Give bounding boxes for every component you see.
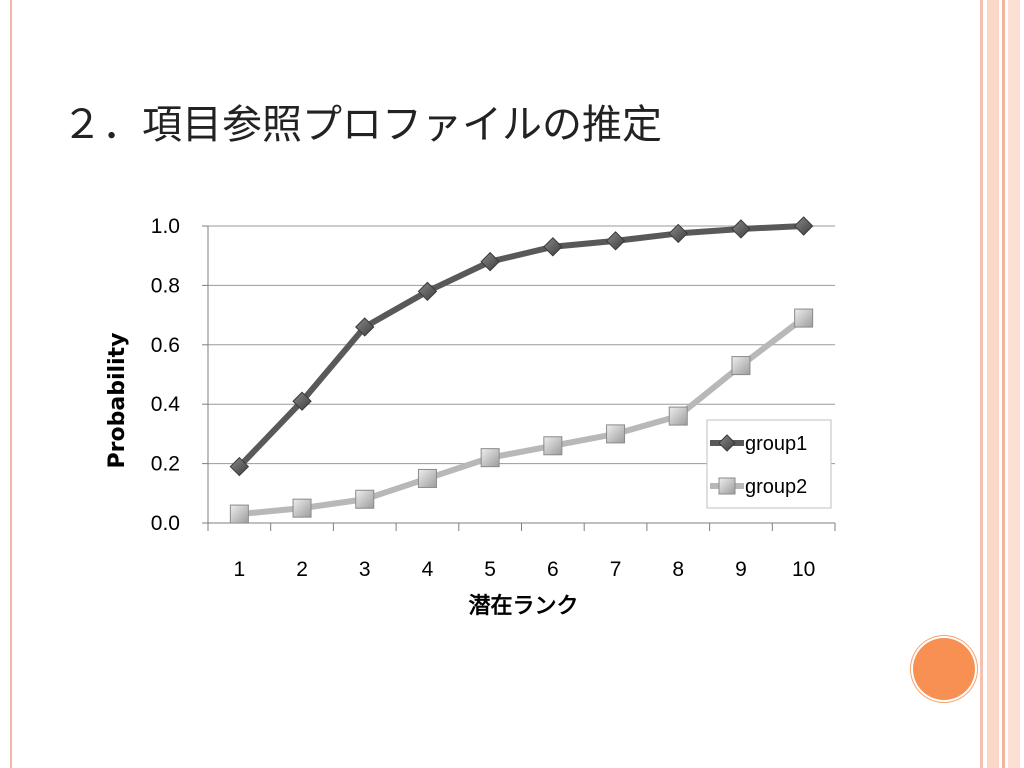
x-tick-label: 1 (234, 558, 246, 581)
group1-data-point (417, 281, 438, 302)
group1-data-point (292, 391, 312, 411)
group2-data-point (480, 448, 500, 468)
slide-side-stripes (978, 0, 1024, 768)
y-tick-label: 0.8 (151, 274, 180, 297)
group1-data-point (668, 223, 688, 244)
x-tick-label: 7 (610, 558, 622, 581)
group1-data-point (355, 317, 375, 337)
y-tick-label: 0.6 (151, 334, 180, 357)
x-tick-label: 10 (792, 558, 815, 581)
x-tick-label: 5 (484, 558, 496, 581)
y-tick-label: 0.2 (151, 453, 180, 476)
legend: group1 group2 (706, 419, 832, 509)
x-tick-label: 4 (422, 558, 434, 581)
group1-data-point (731, 219, 751, 239)
slide-title: ２．項目参照プロファイルの推定 (62, 102, 662, 148)
group2-data-point (794, 308, 814, 328)
group2-data-point (229, 504, 249, 524)
group2-data-point (292, 498, 312, 518)
group1-data-point (718, 434, 736, 452)
group1-data-point (229, 456, 250, 477)
x-tick-label: 3 (359, 558, 371, 581)
y-tick-label: 1.0 (151, 215, 180, 238)
group2-data-point (731, 356, 751, 376)
y-tick-label: 0.4 (151, 393, 181, 416)
x-tick-label: 9 (735, 558, 747, 581)
legend-label: group2 (745, 476, 807, 498)
legend-label: group1 (745, 433, 807, 455)
group1-data-point (605, 231, 626, 251)
group1-data-point (480, 251, 500, 272)
accent-circle-decoration (913, 638, 975, 700)
group1-data-point (793, 216, 814, 236)
group1-data-point (543, 237, 563, 257)
group2-data-point (606, 424, 626, 444)
series-group1 (229, 216, 814, 477)
group2-data-point (417, 468, 437, 488)
series-group2 (229, 308, 814, 524)
group2-data-point (355, 489, 375, 509)
x-tick-label: 2 (296, 558, 308, 581)
x-axis-title: 潜在ランク (468, 593, 578, 619)
group2-data-point (668, 406, 688, 426)
y-axis-title: Probability (105, 333, 130, 469)
group2-data-point (718, 477, 736, 495)
x-tick-label: 6 (547, 558, 559, 581)
x-tick-label: 8 (672, 558, 684, 581)
group2-data-point (543, 436, 563, 456)
group2-line (236, 315, 807, 518)
slide-frame-line (10, 0, 12, 768)
y-tick-label: 0.0 (151, 512, 180, 535)
group1-line (236, 223, 807, 470)
